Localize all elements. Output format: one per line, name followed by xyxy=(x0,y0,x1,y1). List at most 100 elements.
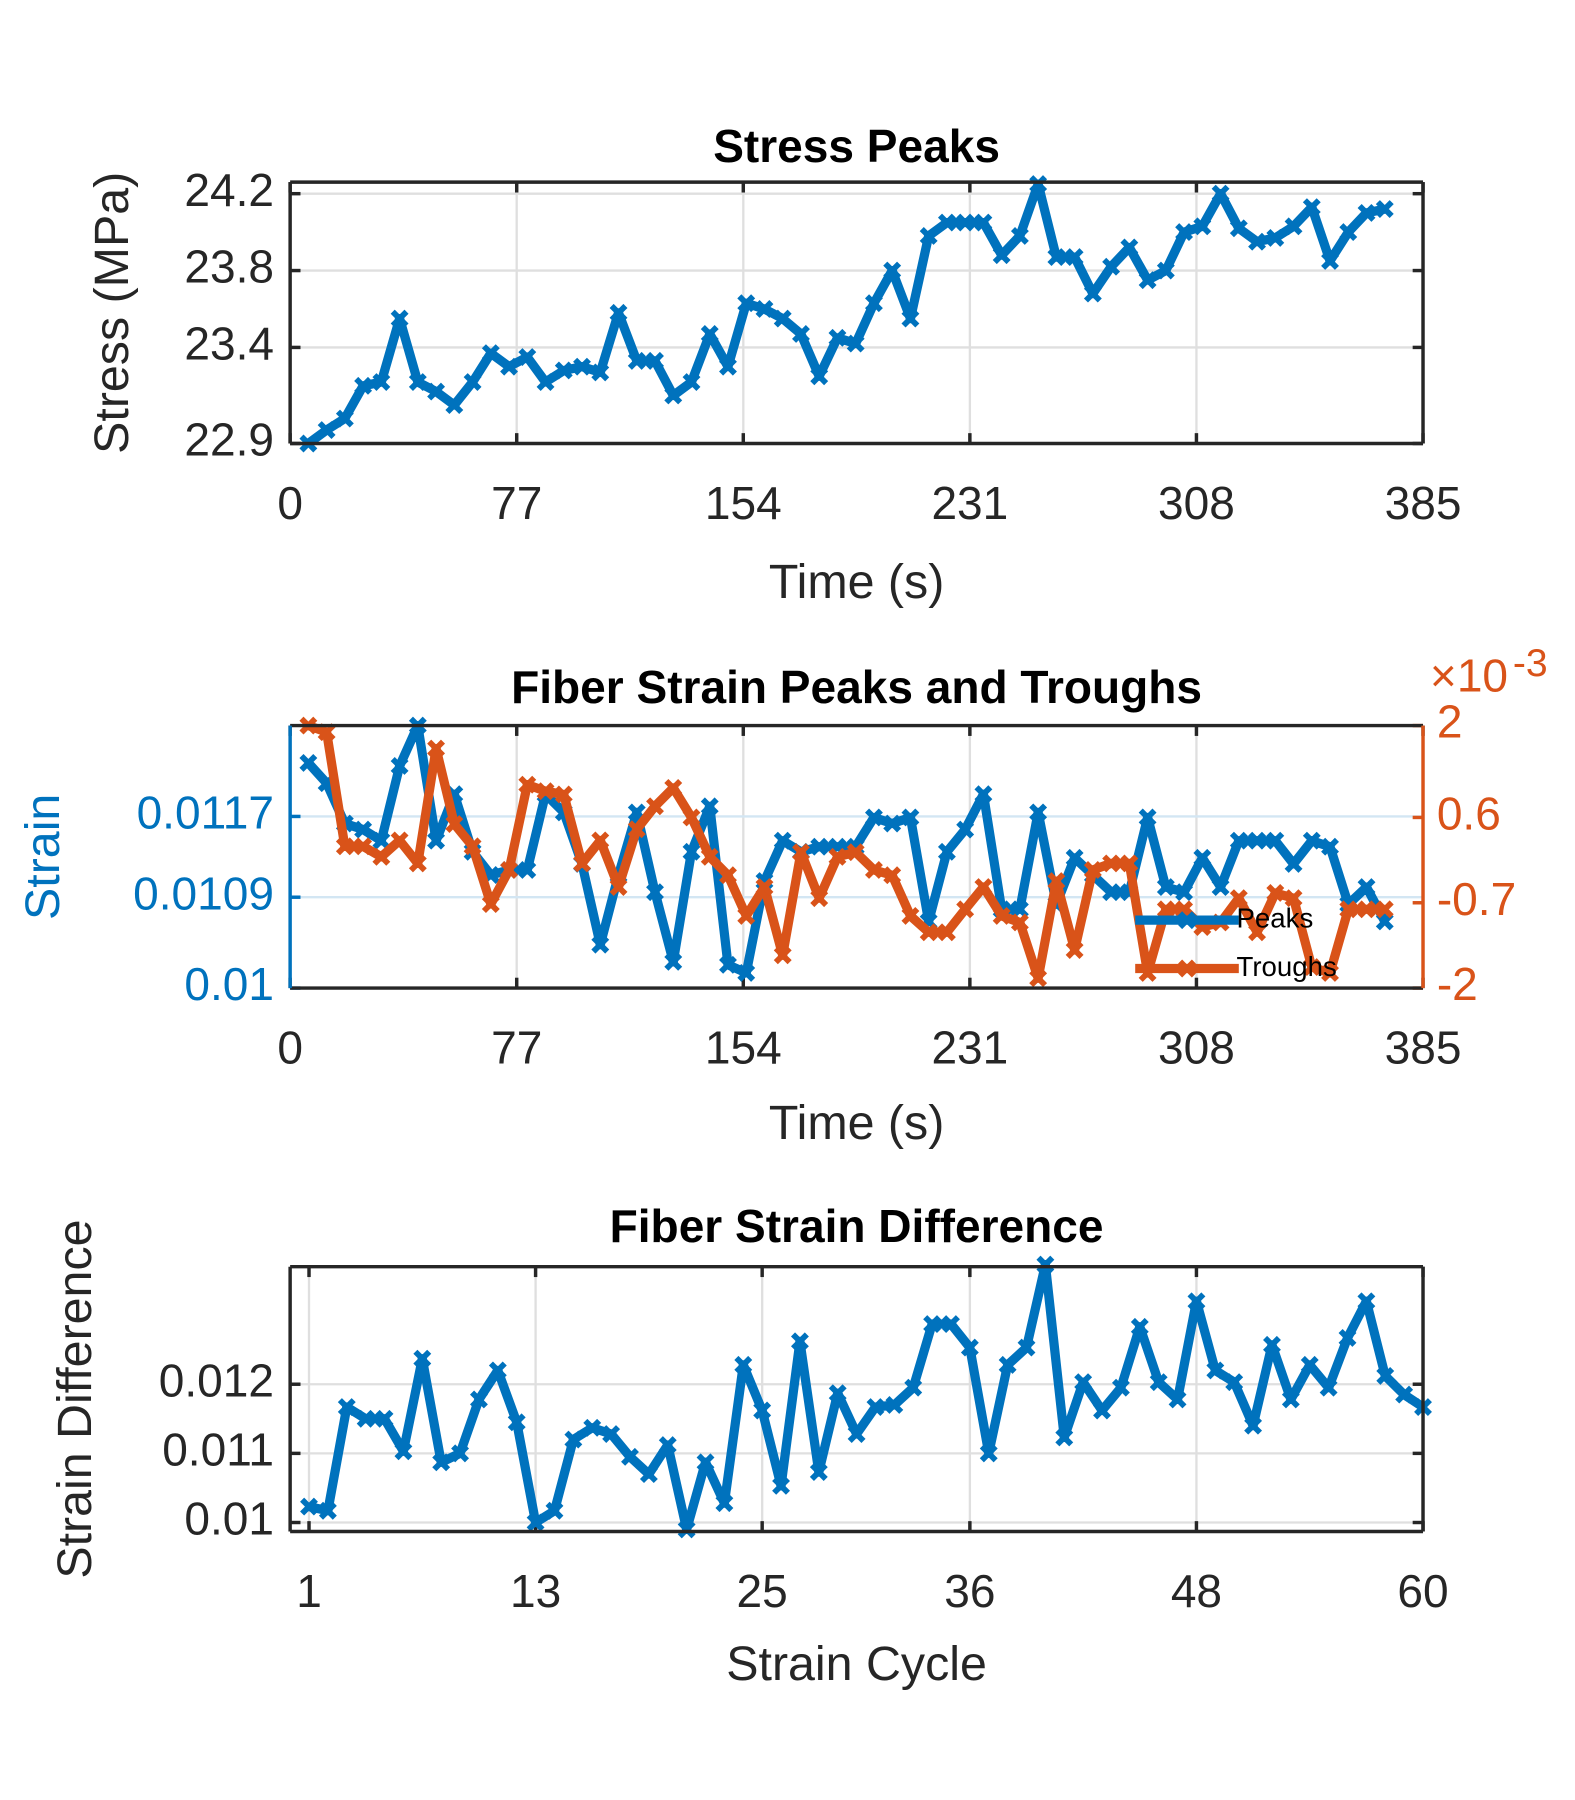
marker xyxy=(901,808,920,827)
marker xyxy=(1138,808,1157,827)
marker xyxy=(1229,831,1248,850)
marker xyxy=(974,213,993,232)
marker xyxy=(356,1409,375,1428)
marker xyxy=(719,357,737,376)
marker xyxy=(1065,848,1084,867)
marker xyxy=(664,952,683,971)
marker xyxy=(500,861,519,879)
marker xyxy=(432,1453,451,1472)
marker xyxy=(427,739,446,758)
marker xyxy=(974,878,993,896)
x-tick-label: 231 xyxy=(931,477,1008,529)
y-tick-label: 22.9 xyxy=(184,414,274,466)
marker xyxy=(885,1396,904,1414)
marker xyxy=(1357,900,1376,919)
x-tick-label: 25 xyxy=(737,1565,788,1617)
marker xyxy=(1083,284,1102,303)
marker xyxy=(1211,878,1230,897)
marker xyxy=(1319,1378,1338,1397)
x-axis-label: Time (s) xyxy=(769,1096,944,1150)
marker xyxy=(1193,217,1212,236)
marker xyxy=(719,866,737,885)
x-tick-label: 36 xyxy=(944,1565,995,1617)
marker xyxy=(1193,848,1212,867)
marker xyxy=(372,373,391,391)
marker xyxy=(372,847,391,866)
x-tick-label: 231 xyxy=(931,1022,1008,1074)
legend-marker xyxy=(1178,911,1196,930)
marker xyxy=(390,757,409,775)
x-tick-label: 385 xyxy=(1385,477,1462,529)
marker xyxy=(658,1436,677,1455)
marker xyxy=(734,1355,753,1374)
marker xyxy=(919,227,938,245)
marker xyxy=(682,808,701,827)
x-tick-label: 13 xyxy=(510,1565,561,1617)
y-tick-label: 0.01 xyxy=(184,1493,274,1545)
y-axis-label: Strain Difference xyxy=(48,1220,102,1579)
marker xyxy=(883,814,902,833)
marker xyxy=(1302,831,1321,850)
marker xyxy=(1120,238,1139,257)
marker xyxy=(1120,854,1139,873)
marker xyxy=(591,831,610,850)
y2-tick-label: -2 xyxy=(1437,958,1478,1010)
marker xyxy=(772,1476,790,1495)
marker xyxy=(1093,1401,1111,1420)
marker xyxy=(1225,1373,1244,1392)
marker xyxy=(1302,958,1321,977)
marker xyxy=(554,785,573,804)
marker xyxy=(719,955,737,974)
marker xyxy=(1065,941,1084,959)
marker xyxy=(1010,913,1029,932)
marker xyxy=(1266,883,1285,902)
x-tick-label: 308 xyxy=(1158,1022,1235,1074)
marker xyxy=(335,409,354,428)
marker xyxy=(942,1315,960,1334)
marker xyxy=(919,923,938,942)
marker xyxy=(1138,271,1157,290)
marker xyxy=(481,895,500,914)
marker xyxy=(1010,227,1029,245)
marker xyxy=(354,820,373,839)
marker xyxy=(1175,223,1194,242)
marker xyxy=(518,348,537,366)
marker xyxy=(394,1442,413,1461)
marker xyxy=(883,866,902,885)
marker xyxy=(463,837,482,856)
marker xyxy=(646,351,664,370)
marker xyxy=(923,1315,942,1334)
x-tick-label: 154 xyxy=(705,477,782,529)
marker xyxy=(1248,923,1267,942)
marker xyxy=(591,935,610,954)
marker xyxy=(664,386,683,405)
marker xyxy=(536,782,555,801)
y-tick-label: 23.4 xyxy=(184,318,274,370)
y2-tick-label: -0.7 xyxy=(1437,873,1516,925)
marker xyxy=(1266,228,1285,247)
marker xyxy=(1284,217,1303,236)
marker xyxy=(682,842,701,861)
y-tick-label: 23.8 xyxy=(184,241,274,293)
marker xyxy=(318,1501,337,1520)
marker xyxy=(937,213,956,232)
marker xyxy=(1130,1317,1149,1336)
marker xyxy=(696,1453,715,1472)
marker xyxy=(1065,248,1084,267)
marker xyxy=(445,815,464,833)
marker xyxy=(591,363,610,382)
marker xyxy=(390,831,409,850)
marker xyxy=(621,1447,639,1466)
marker xyxy=(500,357,519,376)
marker xyxy=(470,1390,488,1409)
marker xyxy=(573,357,591,376)
marker xyxy=(664,778,683,797)
marker xyxy=(639,1465,658,1484)
marker xyxy=(1266,831,1285,850)
series-line xyxy=(305,179,1386,448)
marker xyxy=(682,373,701,391)
marker xyxy=(773,831,792,850)
x-axis-label: Time (s) xyxy=(769,555,944,609)
marker xyxy=(1357,878,1376,897)
marker xyxy=(354,837,373,856)
